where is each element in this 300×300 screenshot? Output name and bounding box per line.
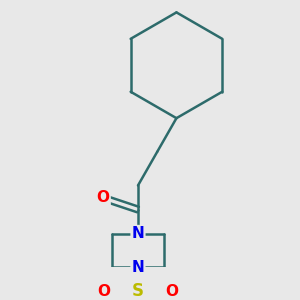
Text: S: S [132, 282, 144, 300]
Text: O: O [97, 284, 110, 299]
Text: O: O [166, 284, 178, 299]
Text: N: N [132, 226, 144, 241]
Text: N: N [132, 260, 144, 275]
Text: O: O [97, 190, 110, 206]
